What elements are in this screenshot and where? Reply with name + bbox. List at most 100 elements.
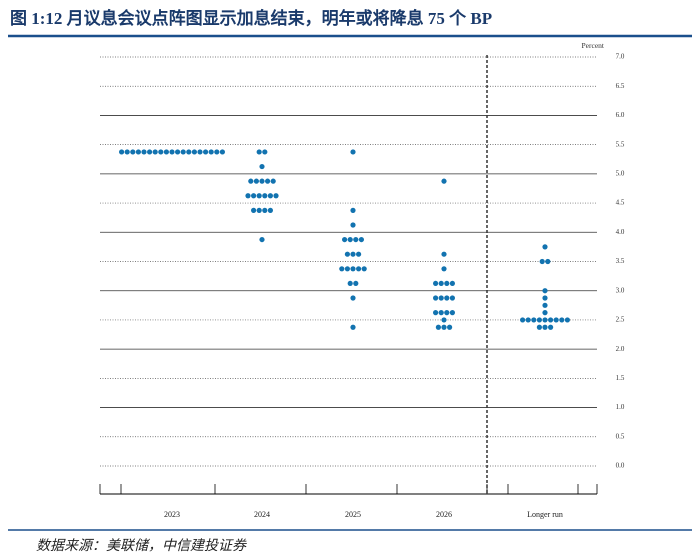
dot	[180, 149, 186, 155]
dot	[441, 266, 447, 272]
y-tick-label: 3.0	[616, 286, 625, 294]
dot	[438, 295, 444, 301]
dot	[267, 207, 273, 213]
y-tick-label: 0.0	[616, 462, 625, 470]
dot	[559, 317, 565, 323]
dot	[251, 193, 257, 199]
dot	[147, 149, 153, 155]
dot	[256, 207, 262, 213]
x-tick-label: 2026	[436, 510, 452, 519]
dot	[438, 310, 444, 316]
dot	[361, 266, 367, 272]
dot	[350, 295, 356, 301]
dot	[262, 149, 268, 155]
dot	[444, 280, 450, 287]
dot	[186, 149, 192, 155]
dot	[433, 310, 439, 316]
dot	[520, 317, 526, 323]
y-tick-label: 2.0	[616, 345, 625, 353]
dot	[449, 310, 455, 316]
x-tick-label: Longer run	[527, 510, 563, 519]
chart-title: 图 1:12 月议息会议点阵图显示加息结束，明年或将降息 75 个 BP	[10, 8, 492, 28]
dot	[119, 149, 125, 155]
dot	[441, 317, 447, 323]
source: 数据来源：美联储，中信建投证券	[36, 538, 247, 554]
dot	[542, 310, 548, 316]
dot	[251, 207, 257, 213]
dot	[259, 236, 265, 243]
dot	[152, 149, 158, 155]
dot	[542, 295, 548, 301]
dot	[564, 317, 571, 323]
y-tick-label: 4.5	[616, 199, 625, 207]
dot	[358, 236, 364, 243]
dot	[124, 149, 130, 155]
dot	[531, 317, 537, 323]
y-tick-label: 1.0	[616, 403, 625, 411]
y-tick-label: 1.5	[616, 374, 625, 382]
dot	[539, 258, 545, 265]
dot	[339, 266, 345, 272]
dot	[273, 193, 279, 199]
y-tick-label: 2.5	[616, 316, 625, 324]
dot	[265, 178, 271, 184]
dot	[542, 302, 548, 308]
dot	[197, 149, 203, 155]
dot	[444, 310, 450, 316]
dot	[191, 149, 197, 155]
dot	[433, 295, 439, 301]
x-tick-label: 2025	[345, 510, 361, 519]
dot	[433, 280, 439, 287]
dot	[350, 251, 356, 257]
dot	[525, 317, 531, 323]
dot	[169, 149, 175, 155]
dot	[356, 251, 362, 257]
dot	[441, 324, 447, 330]
dot	[353, 280, 359, 287]
dot	[214, 149, 220, 155]
y-tick-label: 5.5	[616, 140, 625, 148]
dot	[175, 149, 181, 155]
dot	[256, 149, 262, 155]
dot	[356, 266, 362, 272]
dot	[444, 295, 450, 301]
dot	[350, 266, 356, 272]
dot	[548, 324, 554, 330]
dot	[262, 207, 268, 213]
dot	[344, 266, 350, 272]
dot	[350, 324, 356, 330]
y-tick-label: 7.0	[616, 53, 625, 61]
dot	[342, 236, 348, 243]
dot	[267, 193, 273, 199]
dot	[203, 149, 209, 155]
dot	[344, 251, 350, 257]
dot	[158, 149, 164, 155]
dot	[350, 207, 356, 213]
dot	[259, 178, 265, 184]
dot	[208, 149, 214, 155]
y-tick-label: 6.0	[616, 111, 625, 119]
x-tick-label: 2023	[164, 510, 180, 519]
x-tick-label: 2024	[254, 510, 270, 519]
y-tick-label: 6.5	[616, 82, 625, 90]
dot	[163, 149, 169, 155]
dot	[141, 149, 147, 155]
dot	[353, 236, 359, 243]
dot	[350, 222, 356, 228]
dot	[135, 149, 141, 155]
dot	[130, 149, 136, 155]
y-tick-label: 4.0	[616, 228, 625, 236]
dot	[447, 324, 453, 330]
dot	[347, 236, 353, 243]
dot	[548, 317, 554, 323]
dot	[449, 295, 455, 301]
dot	[542, 244, 548, 250]
dot	[262, 193, 268, 199]
dot	[438, 280, 444, 287]
dot	[542, 288, 548, 294]
dot	[256, 193, 262, 199]
dot	[542, 324, 548, 330]
dot	[545, 258, 551, 265]
dot	[245, 193, 251, 199]
